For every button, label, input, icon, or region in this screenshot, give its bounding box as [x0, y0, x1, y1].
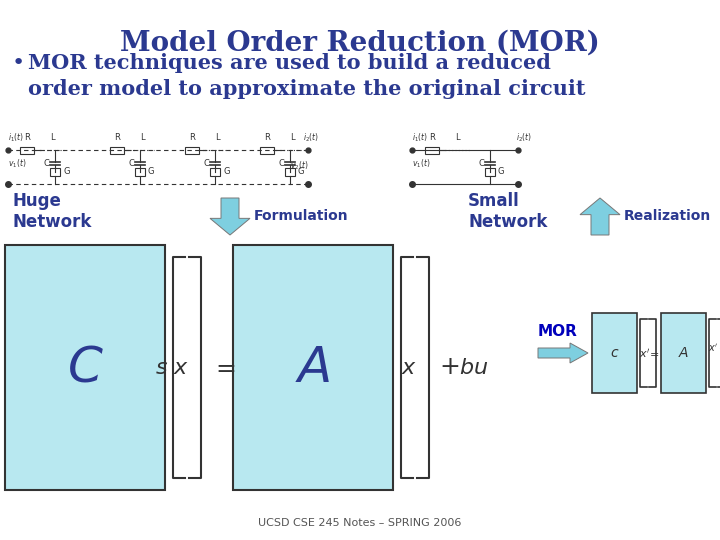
Text: $+$: $+$: [718, 342, 720, 354]
Text: MOR techniques are used to build a reduced
order model to approximate the origin: MOR techniques are used to build a reduc…: [28, 53, 585, 99]
Text: $+$: $+$: [439, 355, 459, 380]
Text: C: C: [43, 159, 49, 167]
Text: C: C: [478, 159, 484, 167]
Text: $v_2(t)$: $v_2(t)$: [290, 159, 308, 172]
Bar: [285, 168, 295, 176]
Text: C: C: [128, 159, 134, 167]
Text: $x'$: $x'$: [708, 342, 719, 354]
Bar: [185, 146, 199, 153]
Text: L: L: [455, 133, 459, 142]
Text: C: C: [278, 159, 284, 167]
Text: Realization: Realization: [624, 210, 711, 224]
Text: $=$: $=$: [211, 355, 236, 380]
Text: L: L: [215, 133, 220, 142]
Text: R: R: [429, 133, 435, 142]
Text: $i_1(t)$: $i_1(t)$: [8, 132, 24, 144]
Text: C: C: [203, 159, 209, 167]
Text: L: L: [140, 133, 144, 142]
Text: L: L: [289, 133, 294, 142]
Text: $\mathit{C}$: $\mathit{C}$: [67, 343, 104, 392]
Bar: [260, 146, 274, 153]
Text: •: •: [12, 53, 25, 73]
Text: $A$: $A$: [678, 346, 689, 360]
Text: $\mathit{A}$: $\mathit{A}$: [295, 343, 330, 392]
Text: $i_2(t)$: $i_2(t)$: [516, 132, 532, 144]
Bar: [5, 245, 165, 490]
Polygon shape: [210, 198, 250, 235]
Text: R: R: [114, 133, 120, 142]
Bar: [110, 146, 124, 153]
Bar: [135, 168, 145, 176]
Polygon shape: [538, 343, 588, 363]
Text: G: G: [148, 167, 155, 177]
Text: R: R: [24, 133, 30, 142]
Text: $v_1(t)$: $v_1(t)$: [412, 158, 431, 171]
Text: $b$: $b$: [459, 357, 474, 377]
Bar: [485, 168, 495, 176]
Bar: [233, 245, 393, 490]
Text: Small
Network: Small Network: [468, 192, 547, 231]
Text: $=$: $=$: [647, 348, 660, 358]
Text: $i_2(t)$: $i_2(t)$: [303, 132, 319, 144]
Text: UCSD CSE 245 Notes – SPRING 2006: UCSD CSE 245 Notes – SPRING 2006: [258, 518, 462, 528]
Text: $u$: $u$: [473, 357, 488, 377]
Text: L: L: [50, 133, 54, 142]
Text: MOR: MOR: [538, 324, 578, 339]
Text: $x'$: $x'$: [639, 347, 650, 360]
Text: $x$: $x$: [173, 357, 189, 377]
Text: Model Order Reduction (MOR): Model Order Reduction (MOR): [120, 30, 600, 57]
Text: $s$: $s$: [155, 357, 168, 377]
Text: G: G: [223, 167, 230, 177]
Bar: [661, 313, 706, 393]
Text: $x$: $x$: [401, 357, 417, 377]
Polygon shape: [580, 198, 620, 235]
Bar: [210, 168, 220, 176]
Text: G: G: [298, 167, 305, 177]
Text: R: R: [189, 133, 195, 142]
Text: G: G: [498, 167, 505, 177]
Text: Huge
Network: Huge Network: [12, 192, 91, 231]
Text: $v_1(t)$: $v_1(t)$: [8, 158, 27, 171]
Text: Formulation: Formulation: [254, 210, 348, 224]
Text: G: G: [63, 167, 70, 177]
Bar: [50, 168, 60, 176]
Bar: [592, 313, 637, 393]
Text: R: R: [264, 133, 270, 142]
Bar: [20, 146, 34, 153]
Text: $c$: $c$: [610, 346, 619, 360]
Bar: [425, 146, 439, 153]
Text: $i_1(t)$: $i_1(t)$: [412, 132, 428, 144]
